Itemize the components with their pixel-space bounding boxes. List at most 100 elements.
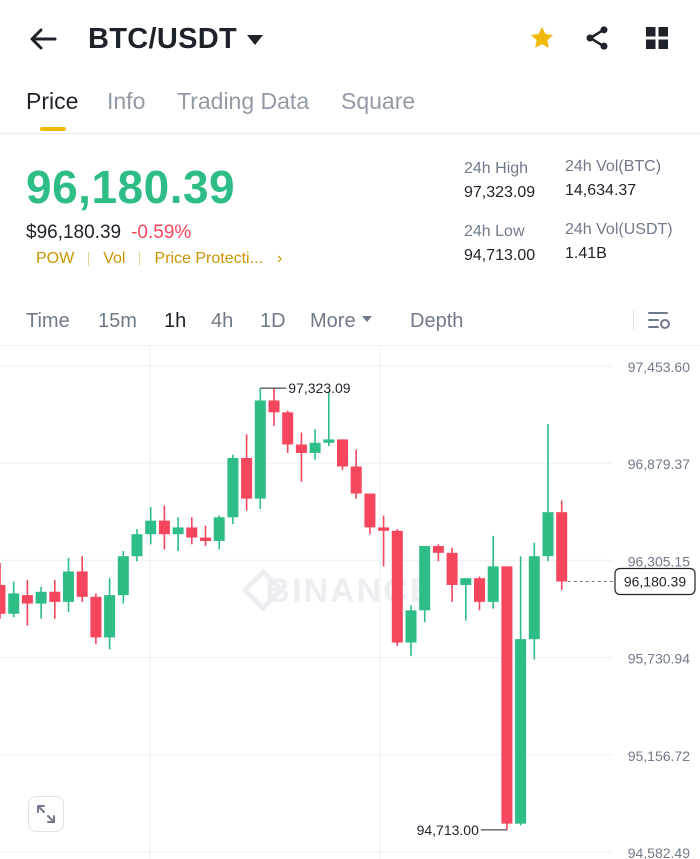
low-marker-label: 94,713.00	[417, 822, 479, 838]
candle-body	[227, 458, 239, 518]
y-tick-label: 95,156.72	[628, 748, 690, 764]
back-arrow-icon	[30, 28, 57, 50]
candle-body	[200, 537, 211, 541]
low-value: 94,713.00	[464, 247, 536, 264]
candle-body	[186, 527, 198, 538]
candle-body	[446, 552, 458, 585]
expand-icon	[37, 805, 55, 823]
candle-body	[405, 610, 417, 643]
pair-title: BTC/USDT	[88, 22, 237, 55]
tab-price[interactable]: Price	[26, 88, 79, 114]
vol-usdt-label: 24h Vol(USDT)	[565, 221, 673, 238]
candle-body	[295, 444, 307, 453]
price-subline: $96,180.39 -0.59%	[26, 222, 191, 244]
interval-time[interactable]: Time	[26, 310, 70, 332]
share-icon	[586, 26, 608, 50]
interval-more[interactable]: More	[310, 310, 372, 333]
y-tick-label: 95,730.94	[628, 651, 690, 667]
tab-trading-data[interactable]: Trading Data	[177, 88, 310, 114]
candle-body	[419, 546, 431, 611]
candle-body	[172, 527, 184, 535]
interval-1h[interactable]: 1h	[164, 310, 187, 332]
candle-body	[117, 556, 129, 596]
tag-row[interactable]: POW Vol Price Protecti... ›	[36, 250, 282, 268]
tab-info[interactable]: Info	[107, 88, 146, 114]
vol-btc-label: 24h Vol(BTC)	[565, 158, 662, 175]
candle-body	[350, 466, 362, 494]
more-label: More	[310, 310, 356, 332]
candle-body	[49, 591, 61, 602]
grid-menu-icon	[646, 27, 668, 49]
candle-body	[76, 571, 88, 597]
divider	[633, 310, 634, 330]
tab-depth[interactable]: Depth	[410, 310, 464, 332]
tag-divider	[139, 252, 141, 266]
candle-body	[282, 412, 294, 445]
pair-selector[interactable]: BTC/USDT	[88, 20, 263, 58]
candle-body	[8, 593, 20, 614]
favorite-button[interactable]	[526, 22, 558, 54]
candle-body	[90, 596, 102, 638]
usd-price: $96,180.39	[26, 222, 122, 243]
low-label: 24h Low	[464, 223, 525, 240]
vol-usdt-value: 1.41B	[565, 245, 607, 262]
current-price-tag	[614, 567, 696, 596]
expand-chart-button[interactable]	[28, 796, 64, 832]
candle-body	[323, 439, 335, 443]
caret-down-icon	[361, 315, 372, 322]
candle-body	[0, 584, 6, 614]
candlestick-chart[interactable]: 97,453.60 96,879.37 96,305.15 95,730.94 95,1…	[0, 346, 700, 859]
high-marker-label: 97,323.09	[288, 380, 350, 396]
tag-vol[interactable]: Vol	[103, 250, 126, 267]
candle-body	[268, 400, 280, 413]
candle-body	[515, 639, 527, 824]
candle-body	[337, 439, 348, 467]
y-tick-label: 96,879.37	[628, 456, 690, 472]
high-label: 24h High	[464, 160, 529, 177]
chevron-right-icon[interactable]: ›	[276, 250, 283, 267]
tag-pow[interactable]: POW	[36, 250, 75, 267]
candle-body	[542, 512, 554, 557]
y-tick-label: 96,305.15	[628, 553, 690, 569]
grid-menu-button[interactable]	[641, 22, 673, 54]
candle-body	[528, 556, 540, 640]
star-icon	[530, 26, 554, 48]
share-button[interactable]	[581, 22, 613, 54]
candle-body	[131, 534, 143, 557]
candle-body	[309, 442, 321, 453]
candle-body	[241, 458, 253, 499]
chart-settings-icon[interactable]	[646, 308, 672, 334]
tab-square[interactable]: Square	[341, 88, 416, 114]
back-button[interactable]	[26, 22, 60, 56]
candle-body	[145, 520, 157, 535]
chevron-down-icon	[247, 35, 263, 45]
last-price: 96,180.39	[26, 161, 236, 213]
y-tick-label: 94,582.49	[628, 845, 690, 859]
binance-watermark: BINANCE	[266, 572, 435, 610]
candle-body	[501, 566, 513, 824]
candle-body	[460, 578, 472, 585]
interval-4h[interactable]: 4h	[211, 310, 234, 332]
candle-body	[158, 520, 170, 535]
candle-body	[35, 591, 47, 604]
candle-body	[104, 595, 116, 638]
candle-body	[254, 400, 266, 499]
vol-btc-value: 14,634.37	[565, 182, 637, 199]
current-price-label: 96,180.39	[624, 574, 686, 590]
interval-15m[interactable]: 15m	[98, 310, 137, 332]
high-value: 97,323.09	[464, 184, 536, 201]
tag-price-protection[interactable]: Price Protecti...	[154, 250, 263, 267]
price-change: -0.59%	[131, 222, 192, 243]
candle-body	[487, 566, 499, 602]
tag-divider	[88, 252, 90, 266]
candle-body	[63, 571, 74, 602]
interval-1d[interactable]: 1D	[260, 310, 286, 332]
candle-body	[21, 595, 33, 604]
candle-body	[378, 527, 390, 531]
active-tab-indicator	[40, 127, 66, 131]
candle-body	[391, 530, 403, 643]
interval-bar: Time 15m 1h 4h 1D More Depth	[0, 296, 700, 346]
binance-logo-icon	[241, 568, 285, 612]
candle-body	[432, 546, 444, 553]
candle-body	[364, 493, 376, 528]
